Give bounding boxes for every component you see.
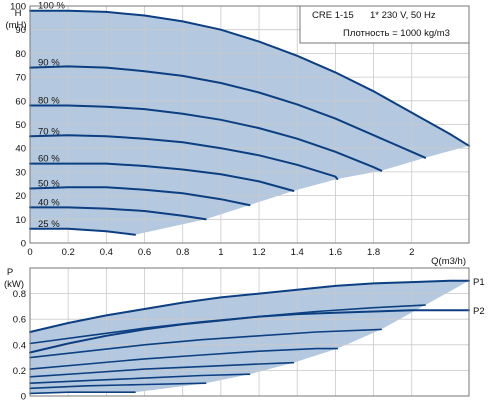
y-tick-label: 0 bbox=[21, 392, 26, 401]
y-tick-label: 60 bbox=[15, 96, 26, 107]
y-tick-labels: 0 10 20 30 40 50 60 70 80 90 100 bbox=[10, 2, 26, 250]
x-tick-label: 2 bbox=[409, 247, 414, 258]
speed-label: 80 % bbox=[38, 96, 60, 107]
speed-curve-70 bbox=[29, 134, 339, 180]
power-labels: P1 P2 bbox=[473, 277, 485, 317]
y-tick-label: 50 bbox=[15, 120, 26, 131]
speed-label: 25 % bbox=[38, 219, 60, 230]
power-curve-panel: P1 P2 0 0.2 0.4 0.6 0.8 P (kW) bbox=[4, 267, 485, 403]
operating-area bbox=[30, 10, 469, 235]
power-curves bbox=[29, 279, 470, 395]
y-tick-label: 70 bbox=[15, 73, 26, 84]
y-tick-label: 30 bbox=[15, 167, 26, 178]
x-tick-label: 1.6 bbox=[329, 247, 342, 258]
y-tick-label: 40 bbox=[15, 144, 26, 155]
speed-curve-50 bbox=[29, 186, 251, 207]
speed-label: 70 % bbox=[38, 126, 60, 137]
power-label-p1: P1 bbox=[473, 277, 485, 288]
x-axis-label: Q(m3/h) bbox=[431, 256, 466, 267]
x-tick-label: 1.8 bbox=[367, 247, 380, 258]
power-curve bbox=[29, 391, 136, 395]
y-tick-label: 0.6 bbox=[13, 315, 26, 326]
plot-frame bbox=[29, 5, 470, 244]
speed-curve-40 bbox=[29, 206, 207, 221]
speed-curve-80 bbox=[29, 104, 383, 172]
y-axis-unit-top: (mH) bbox=[5, 20, 26, 31]
x-tick-label: 0.8 bbox=[176, 247, 189, 258]
head-curves bbox=[29, 9, 470, 236]
x-tick-label: 1.4 bbox=[291, 247, 304, 258]
power-label-p2: P2 bbox=[473, 306, 485, 317]
x-tick-label: 0 bbox=[27, 247, 32, 258]
x-tick-label: 1.2 bbox=[252, 247, 265, 258]
y-axis-label-bottom: P bbox=[7, 267, 13, 278]
speed-label: 60 % bbox=[38, 154, 60, 165]
power-curve bbox=[29, 373, 251, 384]
info-box bbox=[299, 5, 470, 44]
y-tick-label: 10 bbox=[15, 215, 26, 226]
x-tick-label: 0.4 bbox=[100, 247, 113, 258]
y-tick-label: 90 bbox=[15, 25, 26, 36]
power-curve bbox=[29, 304, 426, 345]
head-curve-panel: 100 %90 %80 %70 %60 %50 %40 %25 % 010203… bbox=[5, 1, 470, 267]
speed-label: 40 % bbox=[38, 197, 60, 208]
info-model: CRE 1-15 bbox=[312, 10, 354, 21]
power-curve bbox=[29, 328, 382, 359]
y-tick-label: 20 bbox=[15, 191, 26, 202]
speed-label: 90 % bbox=[38, 58, 60, 69]
y-tick-label: 0.2 bbox=[13, 366, 26, 377]
y-tick-label: 0.4 bbox=[13, 340, 26, 351]
y-tick-label: 0.8 bbox=[13, 289, 26, 300]
y-tick-label: 80 bbox=[15, 49, 26, 60]
speed-curve-100 bbox=[29, 9, 470, 147]
info-density: Плотность = 1000 kg/m3 bbox=[343, 28, 450, 39]
x-tick-label: 0.2 bbox=[62, 247, 75, 258]
operating-area-fill bbox=[30, 10, 469, 235]
y-axis-unit-bottom: (kW) bbox=[4, 279, 24, 290]
x-tick-label: 1 bbox=[218, 247, 223, 258]
power-curve bbox=[29, 347, 339, 370]
info-power-supply: 1* 230 V, 50 Hz bbox=[370, 10, 436, 21]
y-tick-label: 100 bbox=[10, 2, 26, 13]
power-curve bbox=[29, 382, 207, 390]
x-tick-label: 0.6 bbox=[138, 247, 151, 258]
power-curve-p1 bbox=[29, 279, 470, 333]
speed-curve-60 bbox=[29, 162, 295, 192]
y-tick-label: 0 bbox=[21, 239, 26, 250]
x-tick-labels: 0 0.2 0.4 0.6 0.8 1 1.2 1.4 1.6 1.8 2 bbox=[27, 247, 414, 258]
power-curve bbox=[29, 361, 295, 378]
speed-label: 50 % bbox=[38, 178, 60, 189]
speed-curve-25 bbox=[29, 227, 136, 236]
plot-frame-bottom bbox=[29, 267, 470, 397]
y-axis-label-top: H bbox=[15, 8, 22, 19]
speed-curve-90 bbox=[29, 65, 427, 159]
y-tick-labels-bottom: 0 0.2 0.4 0.6 0.8 bbox=[13, 289, 26, 402]
